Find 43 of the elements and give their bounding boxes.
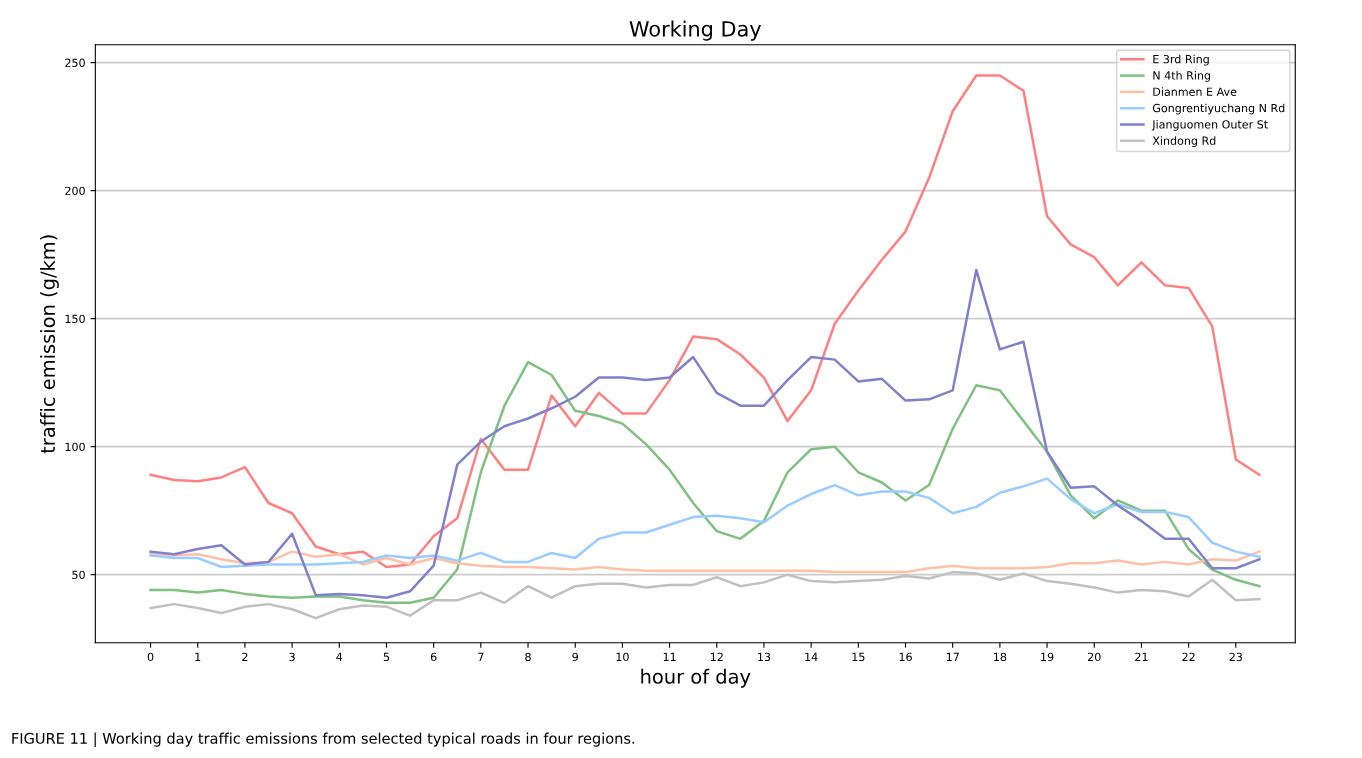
x-tick-label: 15 xyxy=(852,652,865,662)
y-tick-label: 50 xyxy=(72,570,85,580)
line-series xyxy=(149,477,1261,569)
chart-title: Working Day xyxy=(629,20,762,41)
legend-label: Xindong Rd xyxy=(1152,136,1216,148)
legend-label: Dianmen E Ave xyxy=(1153,87,1237,96)
x-tick-label: 13 xyxy=(758,652,771,662)
x-tick-label: 23 xyxy=(1229,652,1242,662)
x-tick-label: 4 xyxy=(336,652,343,661)
x-axis-title: hour of day xyxy=(641,668,751,688)
x-tick-label: 1 xyxy=(195,652,201,661)
x-tick-label: 0 xyxy=(147,652,154,662)
x-tick-label: 12 xyxy=(710,652,723,661)
x-tick-label: 18 xyxy=(994,652,1007,662)
x-tick-label: 3 xyxy=(289,652,295,662)
x-tick-label: 7 xyxy=(478,652,484,661)
x-tick-label: 14 xyxy=(805,652,818,661)
y-tick-label: 100 xyxy=(65,442,85,452)
legend-label: N 4th Ring xyxy=(1153,71,1211,82)
line-series xyxy=(149,268,1261,599)
x-tick-label: 2 xyxy=(242,652,248,661)
x-tick-label: 20 xyxy=(1088,652,1101,662)
x-tick-label: 22 xyxy=(1182,652,1195,661)
x-tick-label: 9 xyxy=(572,652,578,662)
legend-label: Jianguomen Outer St xyxy=(1151,119,1268,131)
x-tick-label: 5 xyxy=(383,652,390,662)
x-tick-label: 17 xyxy=(946,652,959,661)
y-tick-label: 250 xyxy=(65,58,85,68)
x-tick-label: 8 xyxy=(525,652,531,662)
legend-label: Gongrentiyuchang N Rd xyxy=(1152,103,1285,115)
x-tick-label: 11 xyxy=(663,652,676,661)
line-series xyxy=(149,550,1261,574)
line-series xyxy=(149,360,1261,605)
y-tick-label: 200 xyxy=(65,186,85,196)
y-axis-title: traffic emission (g/km) xyxy=(40,235,59,454)
x-tick-label: 10 xyxy=(616,652,629,662)
caption: FIGURE 11 | Working day traffic emissions from selected typical roads in four regions. xyxy=(12,732,635,748)
legend-label: E 3rd Ring xyxy=(1153,54,1209,66)
x-tick-label: 19 xyxy=(1041,652,1054,662)
x-tick-label: 16 xyxy=(899,652,912,662)
y-tick-label: 150 xyxy=(65,314,85,324)
x-tick-label: 21 xyxy=(1135,652,1148,661)
x-tick-label: 6 xyxy=(430,652,437,662)
